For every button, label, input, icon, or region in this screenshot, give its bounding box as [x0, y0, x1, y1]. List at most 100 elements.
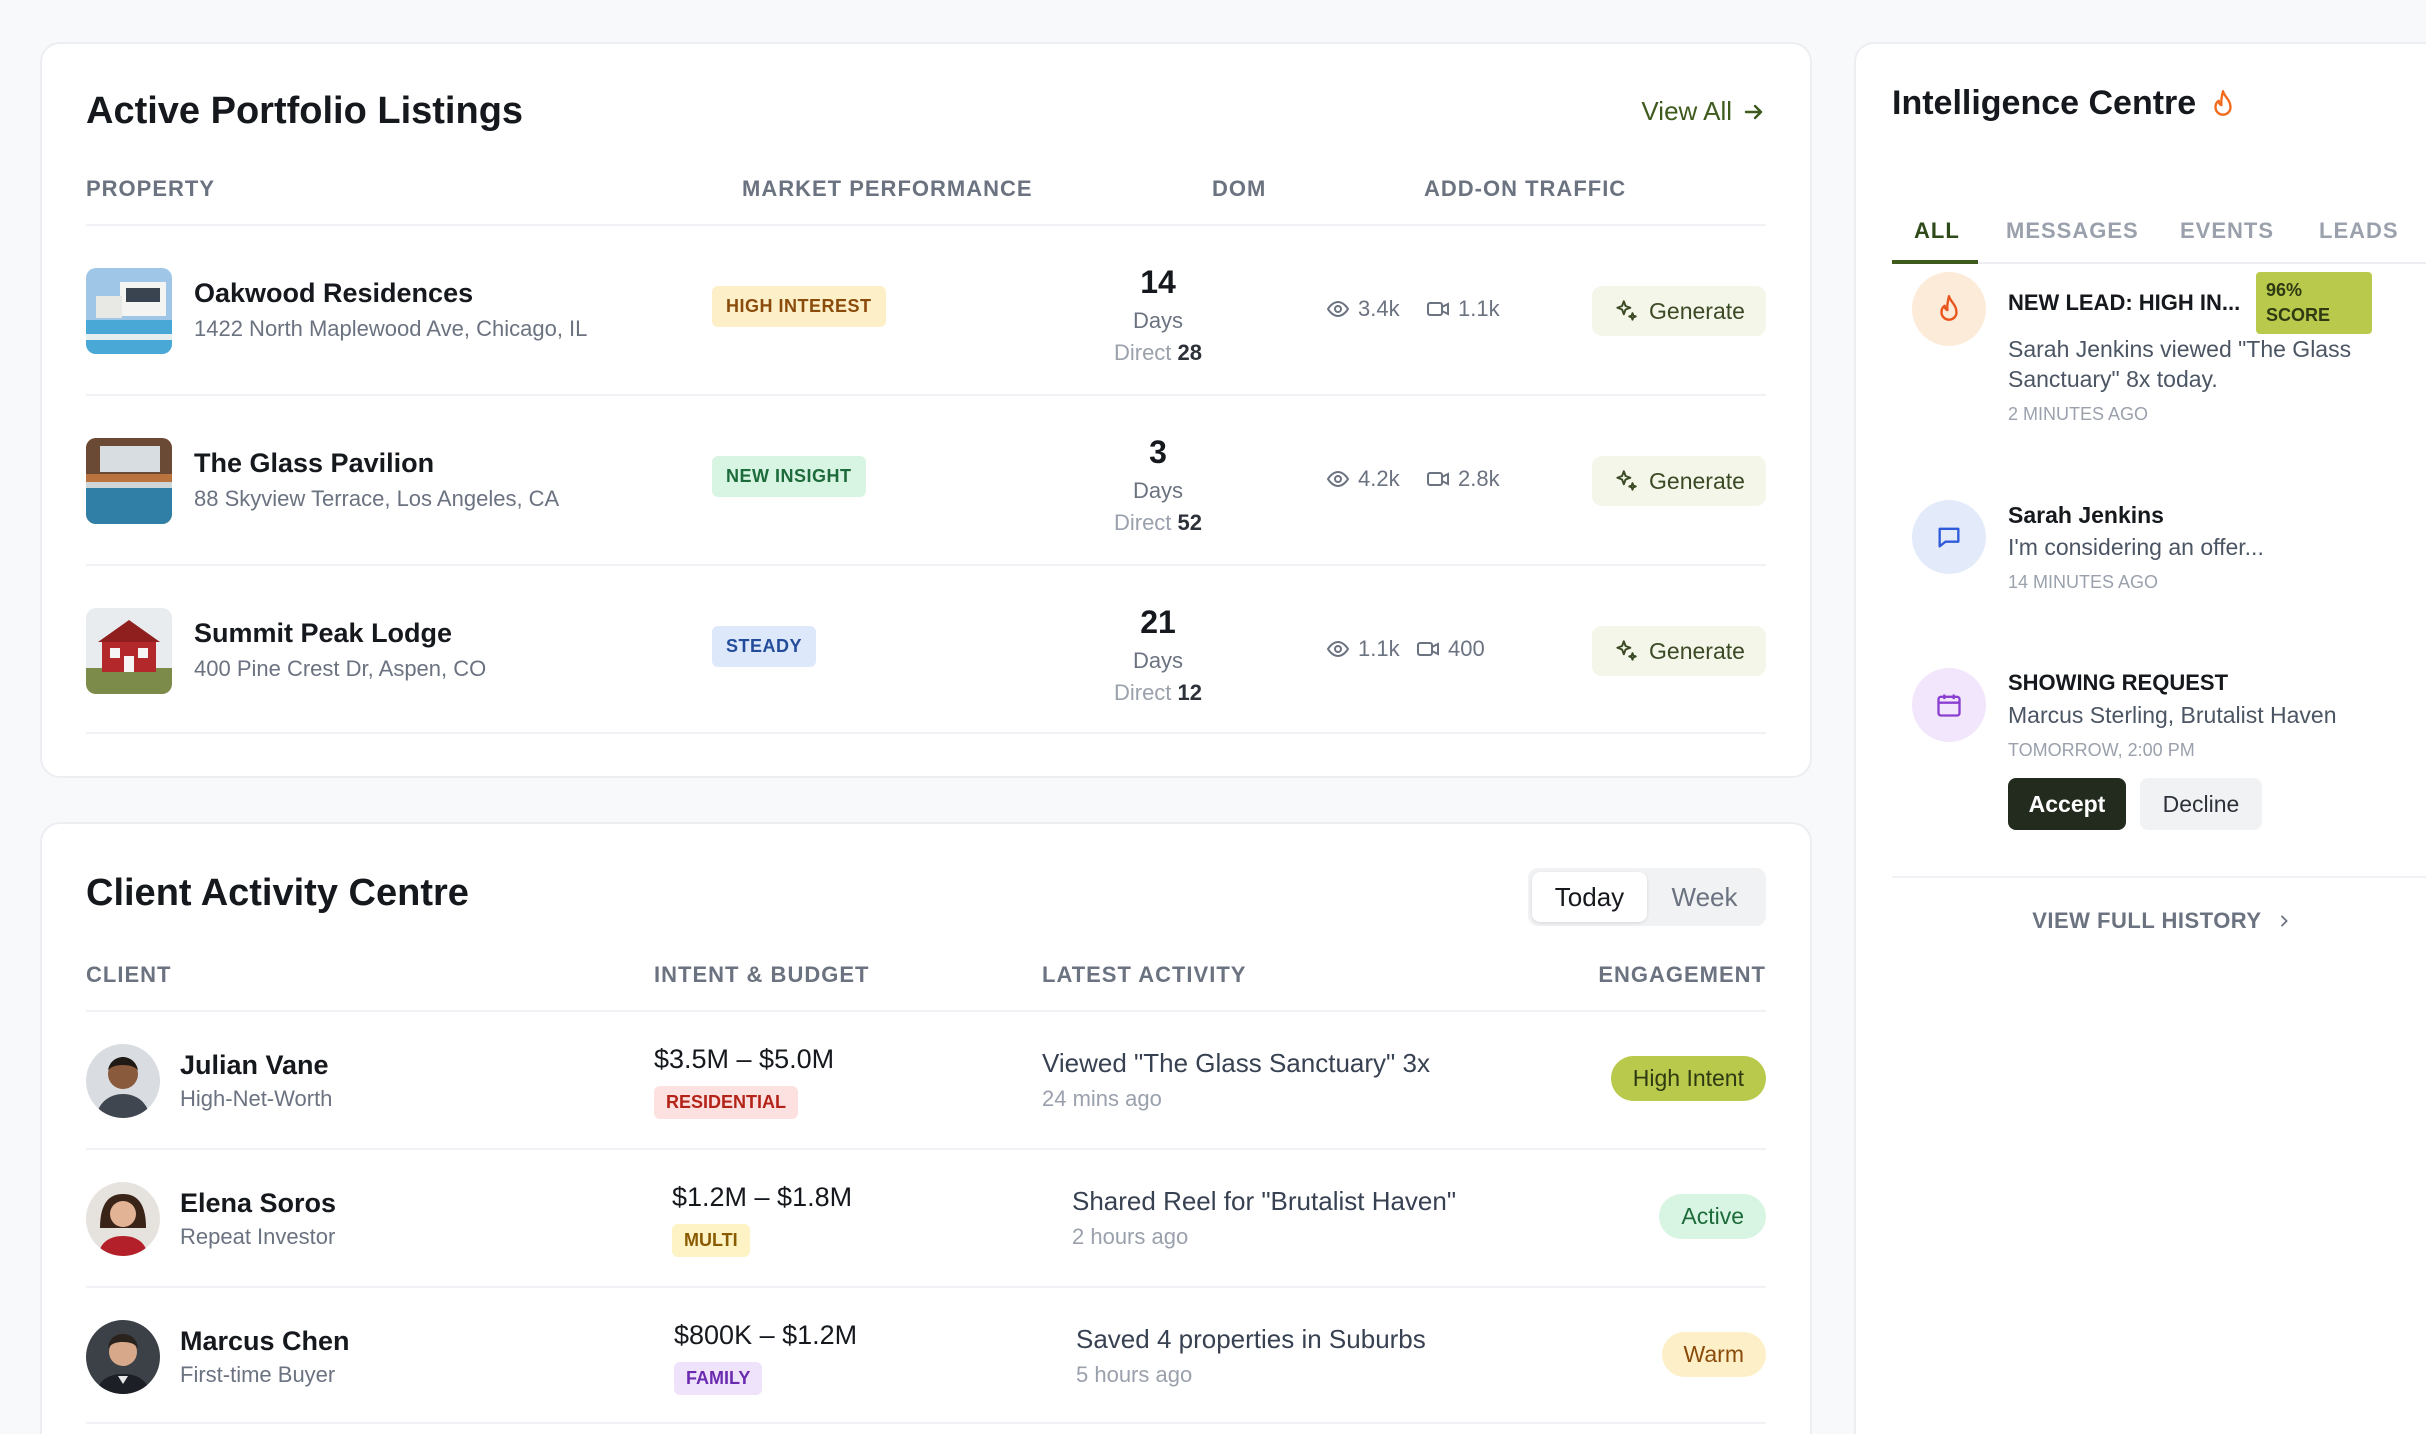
client-budget: $800K – $1.2M: [674, 1320, 858, 1350]
column-dom: DOM: [1212, 176, 1267, 201]
feed-icon-message: [1912, 500, 1986, 574]
active-portfolio-card: Active Portfolio Listings View All PROPE…: [40, 42, 1812, 778]
activity-time: 24 mins ago: [1042, 1086, 1162, 1111]
tab-events[interactable]: EVENTS: [2180, 218, 2275, 243]
dom-value: 14: [1140, 264, 1176, 300]
client-name: Elena Soros: [180, 1188, 337, 1218]
property-thumbnail: [86, 438, 172, 524]
market-badge: NEW INSIGHT: [712, 456, 866, 497]
intelligence-centre-card: Intelligence Centre ALL MESSAGES EVENTS …: [1854, 42, 2426, 1434]
decline-button[interactable]: Decline: [2140, 778, 2262, 830]
latest-activity: Shared Reel for "Brutalist Haven": [1072, 1186, 1457, 1216]
traffic-views: 3.4k: [1326, 296, 1400, 322]
sparkles-icon: [1616, 470, 1637, 491]
listing-row[interactable]: The Glass Pavilion 88 Skyview Terrace, L…: [86, 394, 1766, 564]
dom-days-label: Days: [1132, 308, 1184, 333]
view-all-link[interactable]: View All: [1641, 96, 1766, 127]
property-address: 88 Skyview Terrace, Los Angeles, CA: [194, 486, 560, 511]
client-type: Repeat Investor: [180, 1224, 336, 1249]
avatar: [86, 1044, 160, 1118]
client-row[interactable]: Marcus Chen First-time Buyer $800K – $1.…: [86, 1286, 1766, 1424]
property-address: 400 Pine Crest Dr, Aspen, CO: [194, 656, 487, 681]
generate-button[interactable]: Generate: [1592, 456, 1766, 506]
listing-row[interactable]: Oakwood Residences 1422 North Maplewood …: [86, 224, 1766, 394]
engagement-pill: High Intent: [1610, 1056, 1766, 1101]
chevron-right-icon: [2280, 915, 2288, 927]
feed-time: 2 MINUTES AGO: [2008, 404, 2149, 424]
sparkles-icon: [1616, 640, 1637, 661]
traffic-videos: 2.8k: [1426, 466, 1500, 492]
tab-all[interactable]: ALL: [1914, 218, 1960, 243]
eye-icon: [1326, 470, 1350, 488]
traffic-views: 1.1k: [1326, 636, 1400, 662]
toggle-week[interactable]: Week: [1671, 881, 1738, 912]
column-market-performance: MARKET PERFORMANCE: [742, 176, 1033, 201]
property-name: Summit Peak Lodge: [194, 618, 453, 648]
client-name: Marcus Chen: [180, 1326, 350, 1356]
property-address: 1422 North Maplewood Ave, Chicago, IL: [194, 316, 588, 341]
activity-time: 2 hours ago: [1072, 1224, 1189, 1249]
dom-days-label: Days: [1132, 478, 1184, 503]
feed-title: SHOWING REQUEST: [2008, 670, 2229, 695]
view-all-label: View All: [1641, 96, 1732, 126]
calendar-icon: [1937, 694, 1961, 717]
listing-row[interactable]: Summit Peak Lodge 400 Pine Crest Dr, Asp…: [86, 564, 1766, 734]
market-badge: HIGH INTEREST: [712, 286, 886, 327]
activity-title: Client Activity Centre: [86, 872, 469, 914]
flame-icon: [2214, 89, 2232, 116]
traffic-videos: 1.1k: [1426, 296, 1500, 322]
column-intent-budget: INTENT & BUDGET: [654, 962, 870, 987]
generate-button[interactable]: Generate: [1592, 286, 1766, 336]
feed-time: TOMORROW, 2:00 PM: [2008, 740, 2195, 760]
arrow-right-icon: [1744, 104, 1763, 119]
activity-time: 5 hours ago: [1076, 1362, 1193, 1387]
column-client: CLIENT: [86, 962, 172, 987]
feed-icon-lead: [1912, 272, 1986, 346]
feed-title: NEW LEAD: HIGH IN...: [2008, 290, 2241, 315]
client-budget: $1.2M – $1.8M: [672, 1182, 853, 1212]
generate-button[interactable]: Generate: [1592, 626, 1766, 676]
eye-icon: [1326, 300, 1350, 318]
dom-days-label: Days: [1132, 648, 1184, 673]
feed-body: Marcus Sterling, Brutalist Haven: [2008, 702, 2337, 728]
avatar: [86, 1320, 160, 1394]
latest-activity: Saved 4 properties in Suburbs: [1076, 1324, 1426, 1354]
column-engagement: ENGAGEMENT: [1598, 962, 1766, 987]
feed-body: I'm considering an offer...: [2008, 534, 2264, 560]
tab-messages[interactable]: MESSAGES: [2006, 218, 2139, 243]
traffic-views: 4.2k: [1326, 466, 1400, 492]
view-full-history-link[interactable]: VIEW FULL HISTORY: [1892, 876, 2426, 934]
dom-value: 3: [1149, 434, 1167, 470]
client-activity-card: Client Activity Centre Today Week CLIENT…: [40, 822, 1812, 1434]
property-thumbnail: [86, 268, 172, 354]
flame-icon: [1940, 294, 1958, 321]
client-tag: MULTI: [672, 1224, 750, 1257]
column-property: PROPERTY: [86, 176, 216, 201]
dom-direct: Direct 12: [1113, 680, 1203, 705]
video-icon: [1427, 472, 1449, 486]
property-name: The Glass Pavilion: [194, 448, 435, 478]
column-add-on-traffic: ADD-ON TRAFFIC: [1424, 176, 1627, 201]
dom-direct: Direct 52: [1113, 510, 1203, 535]
sparkles-icon: [1616, 300, 1637, 321]
dom-direct: Direct 28: [1113, 340, 1203, 365]
feed-icon-event: [1912, 668, 1986, 742]
listings-title: Active Portfolio Listings: [86, 90, 524, 132]
client-row[interactable]: Julian Vane High-Net-Worth $3.5M – $5.0M…: [86, 1010, 1766, 1148]
client-row[interactable]: Elena Soros Repeat Investor $1.2M – $1.8…: [86, 1148, 1766, 1286]
lead-score-badge: 96% SCORE: [2256, 272, 2372, 334]
active-tab-indicator: [1892, 260, 1978, 264]
toggle-today[interactable]: Today: [1532, 872, 1647, 922]
accept-button[interactable]: Accept: [2008, 778, 2126, 830]
latest-activity: Viewed "The Glass Sanctuary" 3x: [1042, 1048, 1430, 1078]
traffic-videos: 400: [1416, 636, 1485, 662]
engagement-pill: Active: [1659, 1194, 1766, 1239]
tab-leads[interactable]: LEADS: [2319, 218, 2399, 243]
avatar: [86, 1182, 160, 1256]
feed-time: 14 MINUTES AGO: [2008, 572, 2159, 592]
dom-value: 21: [1140, 604, 1176, 640]
video-icon: [1417, 642, 1439, 656]
client-type: High-Net-Worth: [180, 1086, 333, 1111]
market-badge: STEADY: [712, 626, 817, 667]
property-name: Oakwood Residences: [194, 278, 474, 308]
